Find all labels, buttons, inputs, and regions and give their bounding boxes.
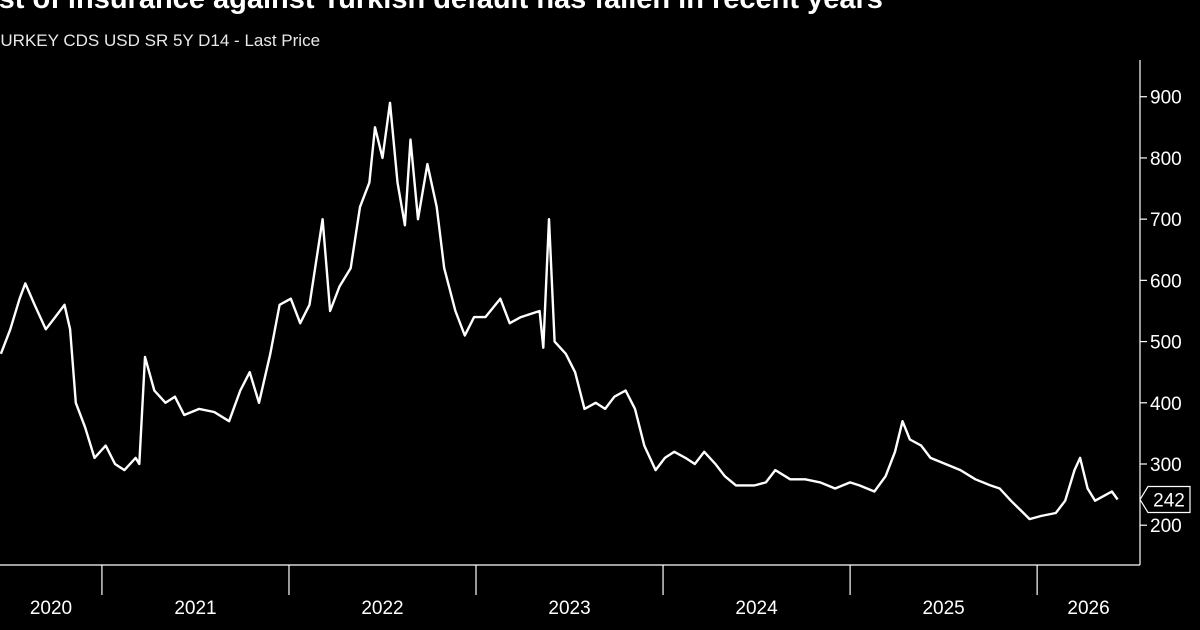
y-tick-label: 700 bbox=[1150, 210, 1182, 231]
x-tick-label: 2024 bbox=[735, 598, 778, 619]
y-tick-label: 200 bbox=[1150, 516, 1182, 537]
x-tick-label: 2020 bbox=[30, 598, 72, 619]
y-tick-label: 800 bbox=[1150, 149, 1182, 170]
x-tick-label: 2022 bbox=[361, 598, 403, 619]
y-tick-label: 400 bbox=[1150, 394, 1182, 415]
last-value-label: 242 bbox=[1153, 491, 1185, 512]
last-value-box bbox=[1139, 485, 1191, 514]
x-tick-label: 2021 bbox=[174, 598, 216, 619]
y-tick-label: 900 bbox=[1150, 88, 1182, 109]
y-tick-label: 500 bbox=[1150, 333, 1182, 354]
x-tick-label: 2023 bbox=[548, 598, 590, 619]
chart-title: Cost of insurance against Turkish defaul… bbox=[0, 0, 883, 15]
y-tick-label: 300 bbox=[1150, 455, 1182, 476]
price-line bbox=[0, 101, 1119, 521]
chart-subtitle: TURKEY CDS USD SR 5Y D14 - Last Price bbox=[0, 31, 320, 50]
x-tick-label: 2026 bbox=[1067, 598, 1109, 619]
x-tick-label: 2025 bbox=[922, 598, 964, 619]
y-tick-label: 600 bbox=[1150, 271, 1182, 292]
